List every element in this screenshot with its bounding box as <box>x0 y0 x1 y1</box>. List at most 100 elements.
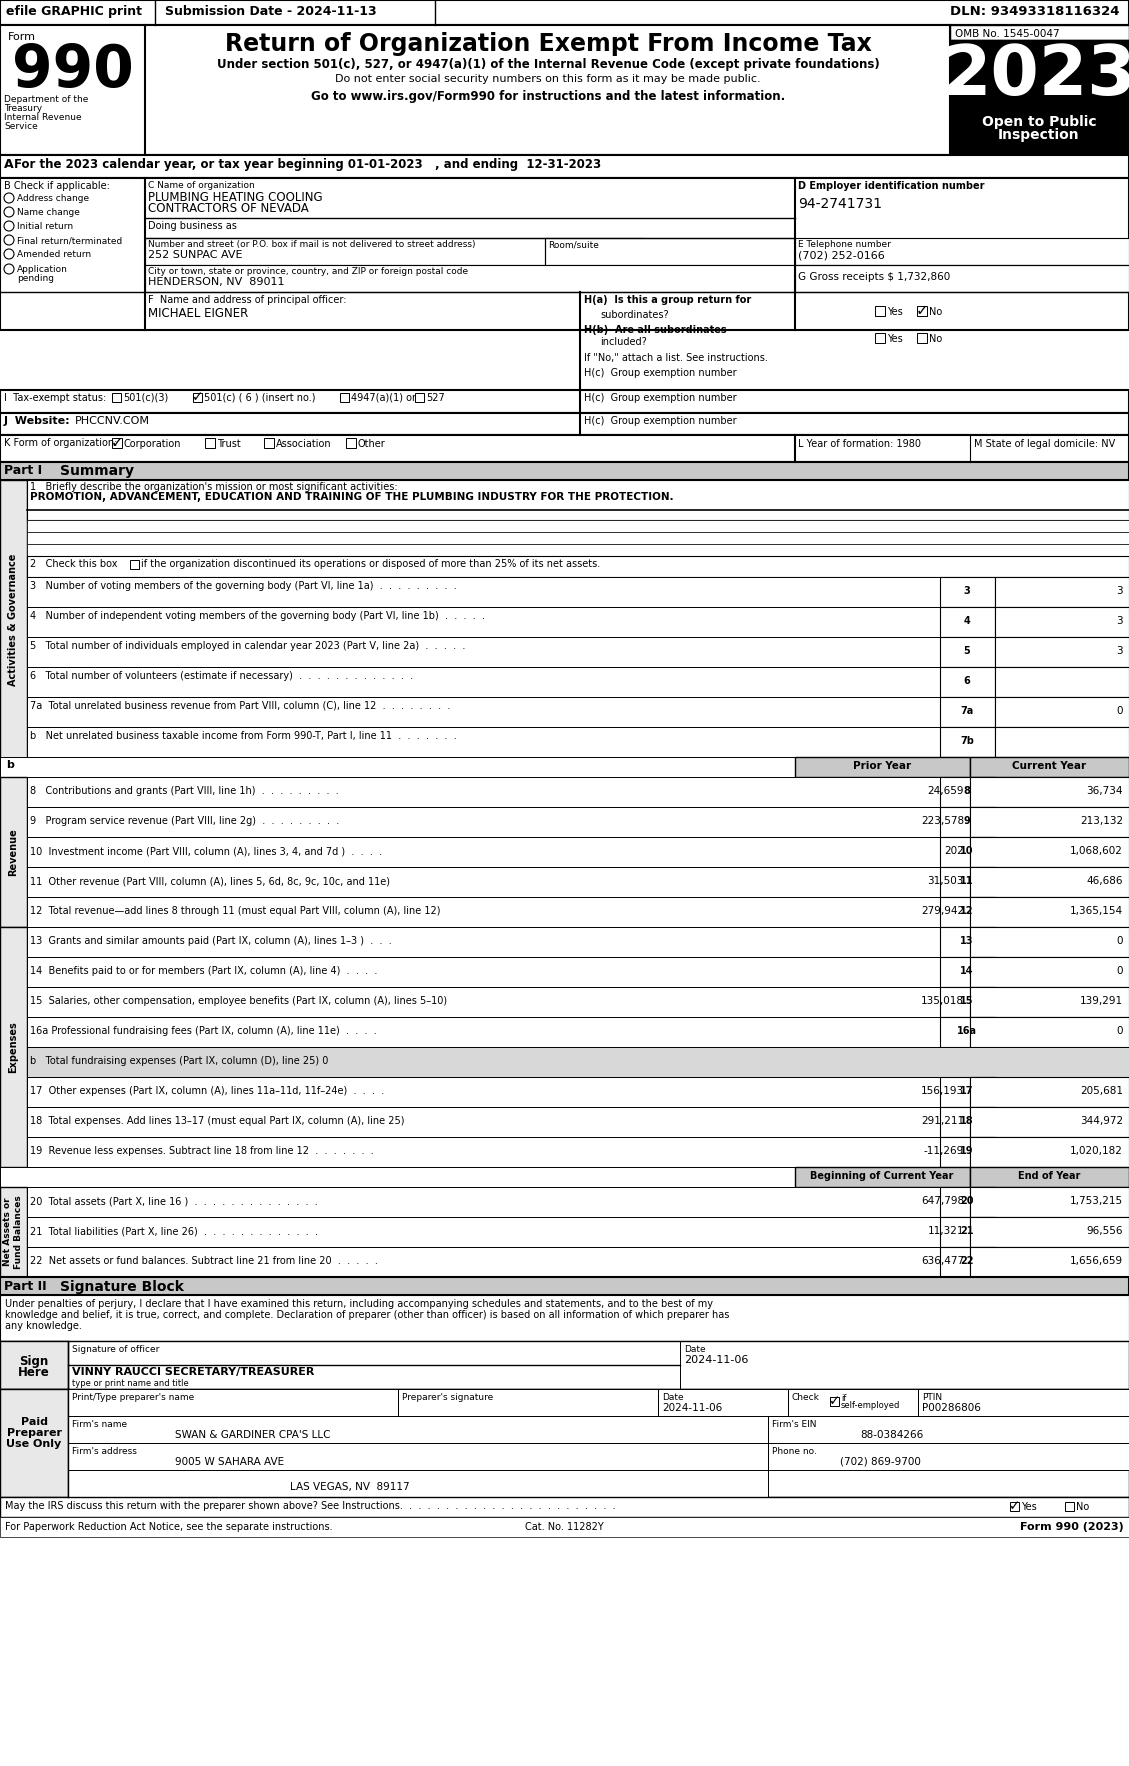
Text: H(c)  Group exemption number: H(c) Group exemption number <box>584 417 736 426</box>
Text: City or town, state or province, country, and ZIP or foreign postal code: City or town, state or province, country… <box>148 267 469 275</box>
Bar <box>68 1443 768 1469</box>
Bar <box>970 1187 995 1217</box>
Bar <box>970 1077 1129 1107</box>
Text: 9005 W SAHARA AVE: 9005 W SAHARA AVE <box>175 1457 285 1468</box>
Bar <box>875 306 885 316</box>
Text: ✓: ✓ <box>829 1395 840 1409</box>
Text: Under section 501(c), 527, or 4947(a)(1) of the Internal Revenue Code (except pr: Under section 501(c), 527, or 4947(a)(1)… <box>217 58 879 71</box>
Text: Beginning of Current Year: Beginning of Current Year <box>811 1171 954 1181</box>
Bar <box>970 867 995 897</box>
Bar <box>27 698 1129 728</box>
Text: if the organization discontinued its operations or disposed of more than 25% of : if the organization discontinued its ope… <box>141 560 601 569</box>
Text: 12: 12 <box>961 906 973 917</box>
Text: 16a Professional fundraising fees (Part IX, column (A), line 11e)  .  .  .  .: 16a Professional fundraising fees (Part … <box>30 1026 377 1037</box>
Text: PLUMBING HEATING COOLING: PLUMBING HEATING COOLING <box>148 191 323 205</box>
Text: subordinates?: subordinates? <box>599 311 668 320</box>
Text: 16a: 16a <box>957 1026 977 1037</box>
Text: 527: 527 <box>426 394 445 403</box>
Text: 135,018: 135,018 <box>921 996 964 1007</box>
Bar <box>788 1390 918 1416</box>
Text: 18  Total expenses. Add lines 13–17 (must equal Part IX, column (A), line 25): 18 Total expenses. Add lines 13–17 (must… <box>30 1116 404 1127</box>
Text: 156,193: 156,193 <box>921 1086 964 1097</box>
Bar <box>27 957 1129 987</box>
Bar <box>145 265 795 291</box>
Bar <box>970 1247 1129 1277</box>
Text: Trust: Trust <box>217 440 240 449</box>
Text: 202: 202 <box>944 846 964 857</box>
Text: Activities & Governance: Activities & Governance <box>8 555 18 687</box>
Text: Here: Here <box>18 1365 50 1379</box>
Text: 20: 20 <box>961 1196 973 1206</box>
Bar <box>940 1247 995 1277</box>
Text: Address change: Address change <box>17 194 89 203</box>
Bar <box>970 1167 1129 1187</box>
Text: Preparer's signature: Preparer's signature <box>402 1393 493 1402</box>
Text: 252 SUNPAC AVE: 252 SUNPAC AVE <box>148 251 243 260</box>
Text: H(a)  Is this a group return for: H(a) Is this a group return for <box>584 295 751 306</box>
Text: 19  Revenue less expenses. Subtract line 18 from line 12  .  .  .  .  .  .  .: 19 Revenue less expenses. Subtract line … <box>30 1146 374 1157</box>
Text: 21: 21 <box>961 1226 973 1236</box>
Text: 21  Total liabilities (Part X, line 26)  .  .  .  .  .  .  .  .  .  .  .  .  .: 21 Total liabilities (Part X, line 26) .… <box>30 1226 318 1236</box>
Text: F  Name and address of principal officer:: F Name and address of principal officer: <box>148 295 347 306</box>
Bar <box>995 698 1129 728</box>
Bar <box>970 987 995 1017</box>
Bar <box>0 1294 1129 1340</box>
Text: Firm's name: Firm's name <box>72 1420 128 1429</box>
Bar <box>940 668 995 698</box>
Text: SWAN & GARDINER CPA'S LLC: SWAN & GARDINER CPA'S LLC <box>175 1430 331 1439</box>
Text: Signature of officer: Signature of officer <box>72 1346 159 1355</box>
Bar <box>940 777 995 807</box>
Bar <box>340 394 349 403</box>
Bar <box>970 957 1129 987</box>
Bar <box>970 1217 995 1247</box>
Text: Net Assets or
Fund Balances: Net Assets or Fund Balances <box>3 1196 23 1270</box>
Text: B Check if applicable:: B Check if applicable: <box>5 180 110 191</box>
Bar <box>970 777 995 807</box>
Text: Current Year: Current Year <box>1012 761 1086 772</box>
Text: ✓: ✓ <box>1008 1499 1021 1513</box>
Bar <box>27 1187 1129 1217</box>
Text: Preparer: Preparer <box>7 1429 61 1438</box>
Bar <box>0 1340 68 1390</box>
Bar <box>27 1247 1129 1277</box>
Text: MICHAEL EIGNER: MICHAEL EIGNER <box>148 307 248 320</box>
Text: G Gross receipts $ 1,732,860: G Gross receipts $ 1,732,860 <box>798 272 951 283</box>
Text: HENDERSON, NV  89011: HENDERSON, NV 89011 <box>148 277 285 288</box>
Text: 13  Grants and similar amounts paid (Part IX, column (A), lines 1–3 )  .  .  .: 13 Grants and similar amounts paid (Part… <box>30 936 392 947</box>
Bar <box>918 1390 1129 1416</box>
Text: 0: 0 <box>1117 706 1123 715</box>
Text: A: A <box>5 157 14 171</box>
Bar <box>917 334 927 343</box>
Text: 19: 19 <box>961 1146 973 1157</box>
Text: 1,020,182: 1,020,182 <box>1070 1146 1123 1157</box>
Text: b   Net unrelated business taxable income from Form 990-T, Part I, line 11  .  .: b Net unrelated business taxable income … <box>30 731 457 742</box>
Text: 22: 22 <box>961 1256 973 1266</box>
Bar <box>970 1187 1129 1217</box>
Text: J  Website:: J Website: <box>5 417 71 426</box>
Text: 2024-11-06: 2024-11-06 <box>662 1402 723 1413</box>
Text: knowledge and belief, it is true, correct, and complete. Declaration of preparer: knowledge and belief, it is true, correc… <box>5 1310 729 1319</box>
Bar <box>940 957 995 987</box>
Text: 223,578: 223,578 <box>921 816 964 826</box>
Text: 10  Investment income (Part VIII, column (A), lines 3, 4, and 7d )  .  .  .  .: 10 Investment income (Part VIII, column … <box>30 846 382 857</box>
Text: Form: Form <box>8 32 36 42</box>
Text: Firm's address: Firm's address <box>72 1446 137 1455</box>
Bar <box>112 438 122 449</box>
Text: H(c)  Group exemption number: H(c) Group exemption number <box>584 367 736 378</box>
Text: 139,291: 139,291 <box>1079 996 1123 1007</box>
Text: Date: Date <box>684 1346 706 1355</box>
Text: Name change: Name change <box>17 208 80 217</box>
Text: Amended return: Amended return <box>17 251 91 260</box>
Text: pending: pending <box>17 274 54 283</box>
Bar <box>0 1498 1129 1517</box>
Text: D Employer identification number: D Employer identification number <box>798 180 984 191</box>
Bar <box>795 758 970 777</box>
Text: Cat. No. 11282Y: Cat. No. 11282Y <box>525 1522 603 1531</box>
Bar <box>27 1047 1129 1077</box>
Text: 1,068,602: 1,068,602 <box>1070 846 1123 857</box>
Text: 501(c)(3): 501(c)(3) <box>123 394 168 403</box>
Text: Initial return: Initial return <box>17 223 73 231</box>
Bar <box>949 25 1129 155</box>
Bar <box>875 334 885 343</box>
Text: 20  Total assets (Part X, line 16 )  .  .  .  .  .  .  .  .  .  .  .  .  .  .: 20 Total assets (Part X, line 16 ) . . .… <box>30 1196 317 1206</box>
